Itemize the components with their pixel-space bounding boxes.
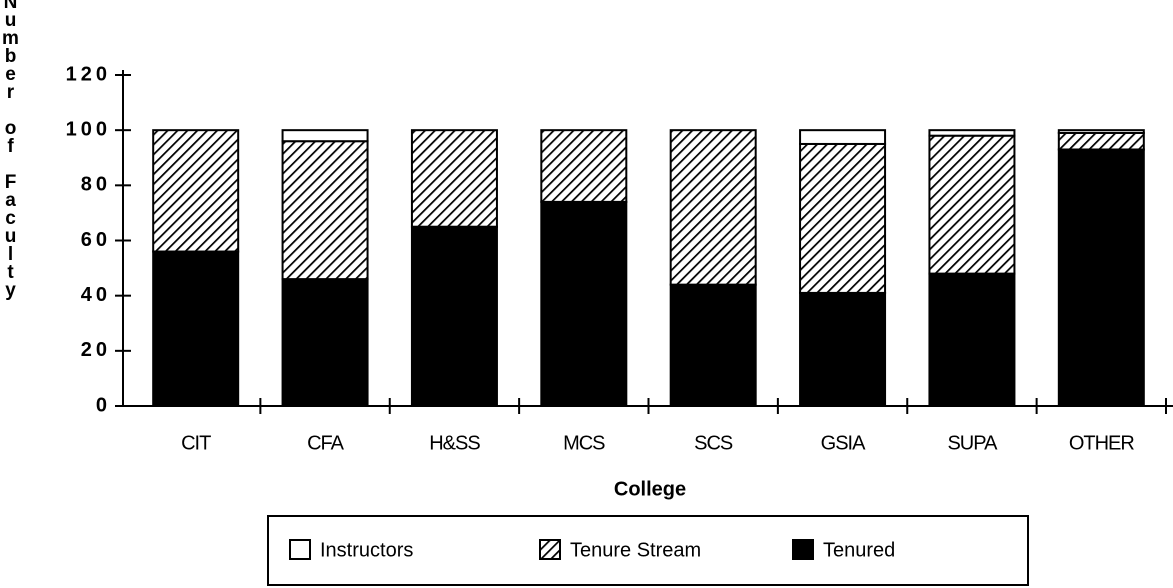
x-tick-label: MCS <box>563 432 605 454</box>
bar-segment <box>928 129 1016 137</box>
x-tick-label: CFA <box>307 432 345 454</box>
bar-segment <box>152 129 240 253</box>
x-tick-label: CIT <box>181 432 211 454</box>
y-tick-label: 40 <box>81 284 111 306</box>
bar-segment <box>281 129 369 143</box>
bar-segment <box>281 140 369 281</box>
bar-segment <box>928 134 1016 275</box>
bar-segment <box>410 129 498 228</box>
legend-swatch <box>289 539 311 560</box>
legend-box <box>267 515 1029 586</box>
bar-segment <box>799 142 887 294</box>
x-tick-label: GSIA <box>821 432 866 454</box>
legend-label: Instructors <box>320 539 413 561</box>
bar-segment <box>1057 129 1145 134</box>
bar-segment <box>1057 131 1145 151</box>
legend-swatch <box>792 539 814 560</box>
bar-segment <box>540 200 628 407</box>
x-tick-label: H&SS <box>429 432 480 454</box>
bar-segment <box>152 250 240 407</box>
bar-segment <box>540 129 628 203</box>
y-tick-label: 80 <box>81 174 111 196</box>
x-axis-label: College <box>614 478 686 500</box>
y-tick-label: 20 <box>81 339 111 361</box>
x-tick-label: SUPA <box>947 432 998 454</box>
x-tick-label: OTHER <box>1069 432 1135 454</box>
bar-segment <box>669 283 757 407</box>
x-tick-label: SCS <box>694 432 733 454</box>
y-axis-label: Number of Faculty <box>0 0 21 298</box>
bar-segment <box>799 129 887 145</box>
bar-segment <box>799 291 887 407</box>
legend-label: Tenure Stream <box>570 539 701 561</box>
y-tick-label: 100 <box>66 118 111 140</box>
y-tick-label: 0 <box>96 394 111 416</box>
legend-label: Tenured <box>823 539 895 561</box>
y-tick-label: 120 <box>66 63 111 85</box>
legend-swatch <box>539 539 561 560</box>
bar-segment <box>410 225 498 407</box>
y-tick-label: 60 <box>81 229 111 251</box>
bar-segment <box>281 278 369 407</box>
bar-segment <box>669 129 757 286</box>
bar-segment <box>1057 148 1145 407</box>
bar-segment <box>928 272 1016 407</box>
